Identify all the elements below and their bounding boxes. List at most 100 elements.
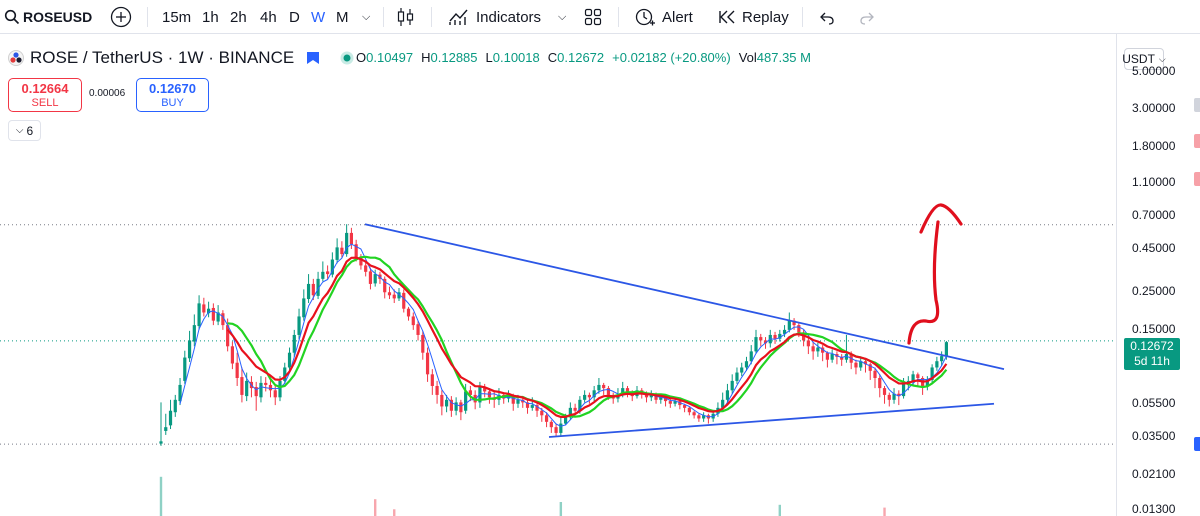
candle-body xyxy=(535,405,539,411)
candle-body xyxy=(825,352,829,360)
candle-body xyxy=(754,337,758,352)
buy-price: 0.12670 xyxy=(149,81,196,96)
price-chart[interactable] xyxy=(0,0,1116,516)
price-tick-label: 0.45000 xyxy=(1132,241,1176,255)
price-tick-label: 3.00000 xyxy=(1132,101,1176,116)
symbol-title[interactable]: ROSE / TetherUS · 1W · BINANCE xyxy=(30,48,295,67)
indicators-button[interactable]: Indicators xyxy=(448,0,541,34)
volume-bar xyxy=(559,502,563,516)
candle-body xyxy=(387,292,392,296)
high-value: 0.12885 xyxy=(430,50,478,65)
close-key: C xyxy=(547,50,558,65)
interval-1h[interactable]: 1h xyxy=(202,8,219,26)
candle-body xyxy=(673,401,677,404)
candle-body xyxy=(168,410,173,426)
interval-2h[interactable]: 2h xyxy=(230,8,247,26)
candle-body xyxy=(392,294,396,299)
price-tick-label: 0.15000 xyxy=(1132,321,1176,336)
symbol-search-button[interactable]: ROSEUSD xyxy=(0,0,92,34)
candle-body xyxy=(887,394,891,400)
candle-body xyxy=(668,401,672,404)
candle-body xyxy=(240,377,244,395)
candle-body xyxy=(345,232,349,255)
candle-body xyxy=(516,399,520,404)
sma-line xyxy=(179,243,947,427)
candle-body xyxy=(359,257,363,266)
rewind-icon xyxy=(718,9,736,25)
candle-body xyxy=(901,383,906,397)
candle-body xyxy=(330,259,334,275)
candle-body xyxy=(221,313,225,326)
top-toolbar: ROSEUSD 15m 1h 2h 4h D W M ⌵ Indicators … xyxy=(0,0,1200,34)
candle-body xyxy=(297,316,301,335)
candles-icon xyxy=(396,6,416,28)
candle-body xyxy=(940,356,944,362)
candle-body xyxy=(226,325,230,347)
candle-body xyxy=(335,247,339,260)
interval-dropdown-chevron-icon[interactable]: ⌵ xyxy=(362,10,371,23)
redo-button[interactable] xyxy=(858,0,876,34)
price-scale[interactable] xyxy=(1116,34,1200,516)
interval-d[interactable]: D xyxy=(289,8,300,26)
indicators-collapse-button[interactable]: ⌵ 6 xyxy=(8,120,41,141)
currency-select[interactable]: USDT ⌵ xyxy=(1122,48,1166,70)
candle-body xyxy=(421,334,425,353)
candle-body xyxy=(530,405,534,408)
candle-body xyxy=(449,399,453,411)
candle-body xyxy=(354,244,358,258)
candle-body xyxy=(606,388,611,395)
candle-body xyxy=(211,307,215,321)
candle-body xyxy=(192,325,196,342)
interval-4h[interactable]: 4h xyxy=(260,8,277,26)
price-tick-label: 1.80000 xyxy=(1132,138,1176,153)
candle-body xyxy=(402,292,406,309)
ma-green-line xyxy=(227,255,948,418)
interval-m[interactable]: M xyxy=(336,8,349,26)
candle-body xyxy=(521,399,525,403)
alert-label: Alert xyxy=(662,8,693,26)
red-arrow-drawing xyxy=(907,220,940,345)
indicators-chevron-icon[interactable]: ⌵ xyxy=(558,10,567,23)
candle-body xyxy=(406,308,411,317)
candle-body xyxy=(364,265,368,272)
undo-button[interactable] xyxy=(818,0,836,34)
replay-button[interactable]: Replay xyxy=(718,0,789,34)
candle-body xyxy=(283,367,287,381)
symbol-name: ROSEUSD xyxy=(23,9,93,25)
candle-body xyxy=(702,415,706,419)
alert-button[interactable]: Alert xyxy=(634,0,693,34)
sell-button[interactable]: 0.12664 SELL xyxy=(8,78,82,112)
candle-body xyxy=(287,352,292,368)
candle-body xyxy=(816,347,820,352)
toolbar-divider xyxy=(383,7,384,27)
rose-logo-icon xyxy=(8,50,24,66)
candle-body xyxy=(744,361,749,368)
candle-body xyxy=(425,352,430,375)
chart-type-button[interactable] xyxy=(396,0,416,34)
candle-body xyxy=(264,382,268,385)
candle-body xyxy=(559,423,563,433)
interval-15m[interactable]: 15m xyxy=(162,8,192,26)
compare-symbol-button[interactable] xyxy=(110,0,132,34)
candle-body xyxy=(464,391,468,411)
candle-body xyxy=(644,393,649,398)
candle-body xyxy=(930,367,934,380)
candle-body xyxy=(749,351,753,362)
candle-body xyxy=(821,347,825,353)
candle-body xyxy=(245,380,249,397)
search-icon xyxy=(4,9,23,25)
buy-label: BUY xyxy=(161,97,184,109)
replay-label: Replay xyxy=(742,8,789,26)
candle-body xyxy=(944,342,948,357)
candle-body xyxy=(202,304,206,313)
interval-w[interactable]: W xyxy=(311,8,326,26)
open-key: O xyxy=(356,50,367,65)
buy-button[interactable]: 0.12670 BUY xyxy=(136,78,209,112)
candle-body xyxy=(697,415,701,419)
indicators-icon xyxy=(448,7,470,27)
price-tick-label: 1.10000 xyxy=(1132,175,1176,190)
layout-button[interactable] xyxy=(584,0,602,34)
flag-icon xyxy=(306,51,320,65)
candle-body xyxy=(373,274,377,284)
plus-circle-icon xyxy=(110,6,132,28)
